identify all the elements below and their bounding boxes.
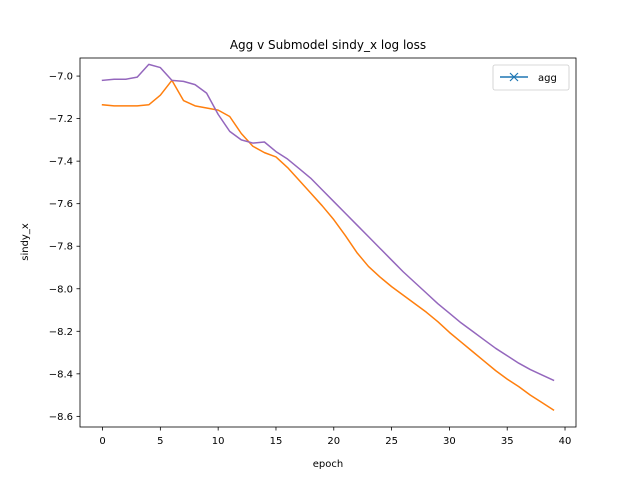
y-tick-label: −7.6: [49, 199, 73, 210]
y-axis-label: sindy_x: [20, 223, 31, 261]
x-tick-label: 35: [501, 436, 514, 447]
x-tick-label: 0: [99, 436, 105, 447]
y-tick-label: −8.4: [49, 369, 73, 380]
x-axis-label: epoch: [313, 459, 343, 470]
x-tick-label: 5: [157, 436, 163, 447]
x-tick-label: 10: [212, 436, 225, 447]
series-line-1: [101, 79, 555, 412]
legend: agg: [492, 64, 570, 91]
x-tick-label: 25: [385, 436, 398, 447]
y-tick-label: −8.0: [49, 284, 73, 295]
x-tick-label: 15: [270, 436, 283, 447]
chart-title: Agg v Submodel sindy_x log loss: [230, 38, 426, 52]
y-tick-label: −7.0: [49, 72, 73, 83]
legend-label-agg: agg: [538, 73, 557, 84]
y-tick-label: −7.4: [49, 157, 73, 168]
legend-box: [492, 64, 570, 91]
plot-frame: [79, 57, 577, 428]
y-tick-label: −8.2: [49, 327, 73, 338]
series-line-2: [101, 63, 555, 382]
x-tick-label: 30: [443, 436, 456, 447]
legend-marker-agg: [509, 72, 519, 82]
y-axis: −8.6 −8.4 −8.2 −8.0 −7.8 −7.6 −7.4 −7.2 −7.0: [49, 72, 80, 423]
plot-lines: [101, 63, 555, 412]
x-tick-label: 40: [559, 436, 572, 447]
y-tick-label: −8.6: [49, 412, 73, 423]
x-axis: 0 5 10 15 20 25 30 35 40: [99, 427, 571, 447]
y-tick-label: −7.8: [49, 242, 73, 253]
y-tick-label: −7.2: [49, 114, 73, 125]
x-tick-label: 20: [327, 436, 340, 447]
